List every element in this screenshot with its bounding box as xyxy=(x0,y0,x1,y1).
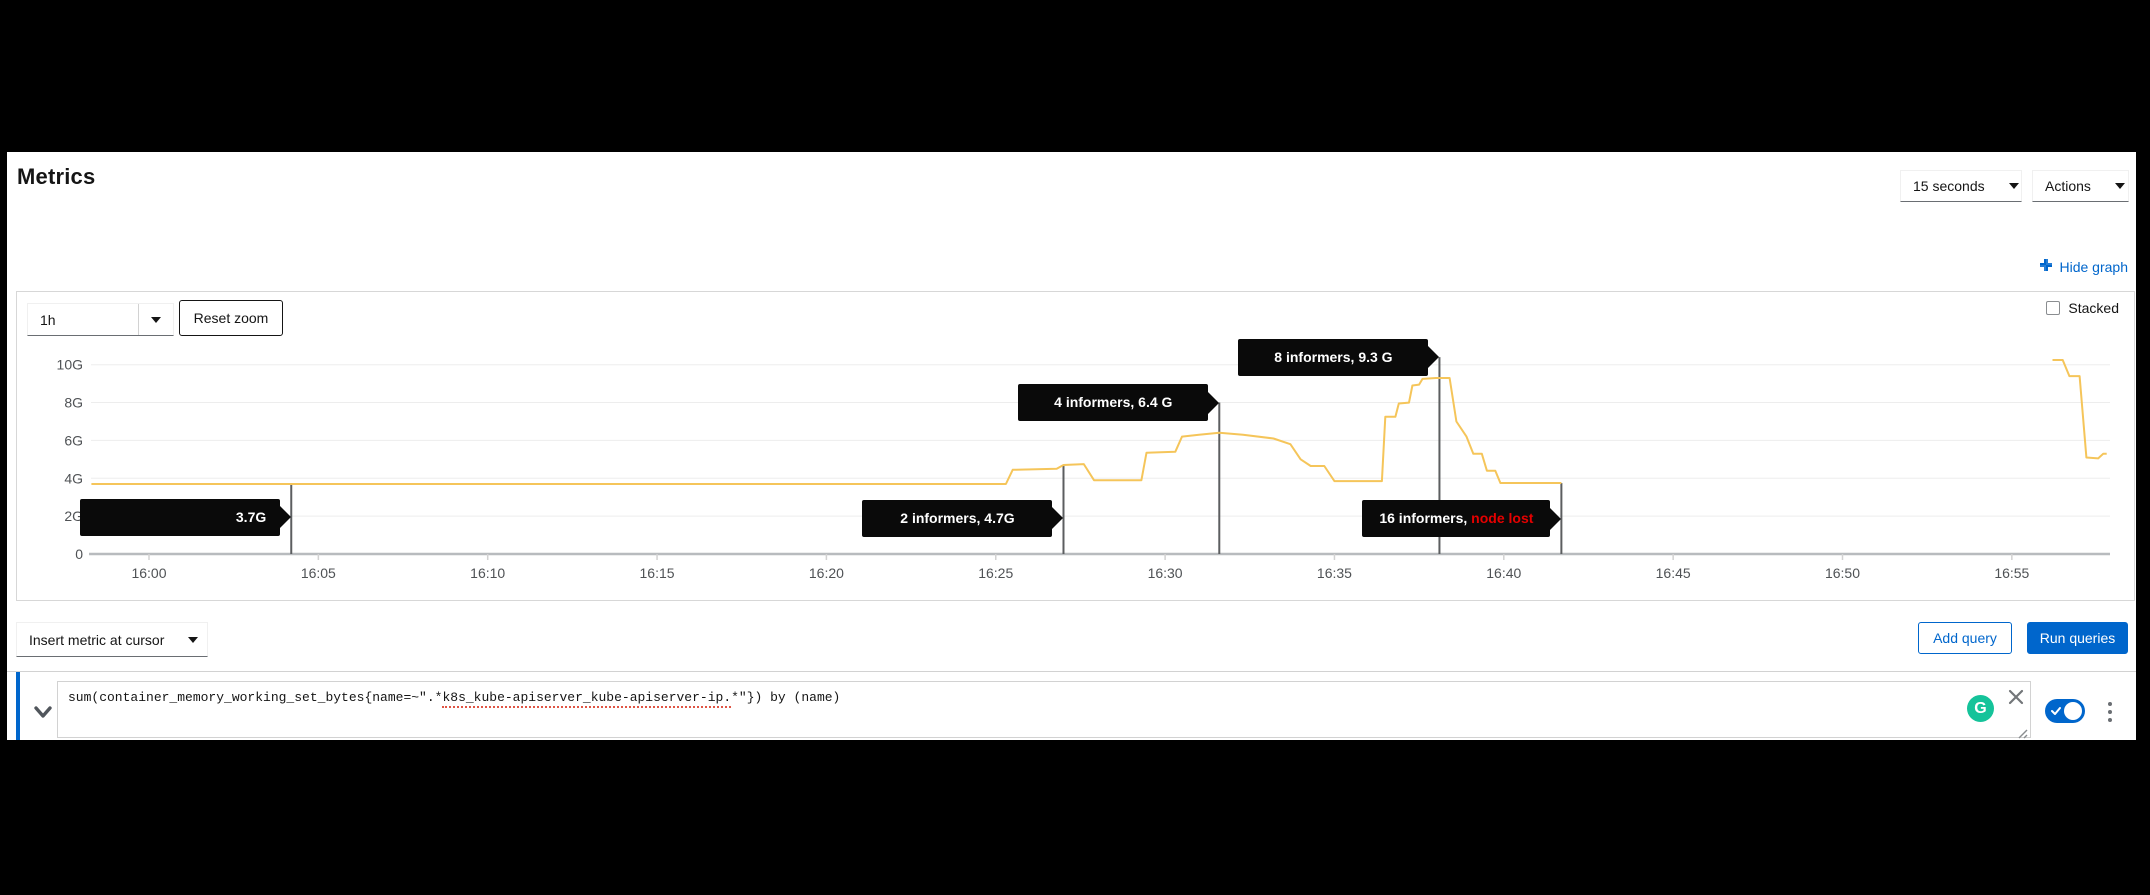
usage-chart-area: 0 2G 4G 6G 8G 10G 16:00 16:05 16:10 16:15 16:20 16:… xyxy=(17,337,2136,602)
grammarly-icon[interactable]: G xyxy=(1967,695,1994,722)
toggle-knob xyxy=(2064,702,2082,720)
hide-graph-link[interactable]: Hide graph xyxy=(2039,258,2129,275)
time-range-value: 1h xyxy=(40,311,56,328)
query-section-divider xyxy=(7,671,2136,672)
compress-icon xyxy=(2039,258,2053,275)
graph-panel: 1h Reset zoom Stacked 0 2G 4G 6G 8G 10G 16:00 1… xyxy=(16,291,2135,601)
chart-annotation-tooltip: 2 informers, 4.7G xyxy=(862,499,1064,537)
query-text-flagged: k8s_kube-apiserver_kube-apiserver-ip. xyxy=(442,690,732,708)
time-range-select[interactable]: 1h xyxy=(27,303,174,336)
chevron-down-icon xyxy=(138,304,173,335)
x-axis-tick-label: 16:55 xyxy=(1994,565,2029,581)
annotation-accent-label: node lost xyxy=(1471,510,1534,527)
tooltip-arrow xyxy=(1052,507,1064,530)
x-axis-tick-label: 16:15 xyxy=(640,565,675,581)
x-axis-tick-label: 16:05 xyxy=(301,565,336,581)
y-axis-tick-label: 6G xyxy=(64,432,83,448)
chevron-down-icon xyxy=(31,706,55,726)
x-axis-tick-label: 16:35 xyxy=(1317,565,1352,581)
kebab-menu-icon[interactable] xyxy=(2104,698,2116,726)
textarea-resize-handle[interactable] xyxy=(2017,726,2028,744)
x-axis-tick-label: 16:50 xyxy=(1825,565,1860,581)
chart-annotation-tooltip: 4 informers, 6.4 G xyxy=(1018,384,1220,422)
add-query-button[interactable]: Add query xyxy=(1918,622,2012,654)
annotation-label: 8 informers, 9.3 G xyxy=(1274,348,1393,365)
y-axis-tick-label: 4G xyxy=(64,470,83,486)
close-icon[interactable] xyxy=(2005,687,2027,709)
chevron-down-icon xyxy=(1997,183,2031,189)
query-expression-input[interactable]: sum(container_memory_working_set_bytes{n… xyxy=(57,681,2031,738)
actions-dropdown[interactable]: Actions xyxy=(2032,170,2129,202)
stacked-option: Stacked xyxy=(2046,300,2119,316)
memory-usage-line xyxy=(2052,359,2107,460)
x-axis-tick-label: 16:45 xyxy=(1656,565,1691,581)
tooltip-arrow xyxy=(1208,391,1220,414)
hide-graph-label: Hide graph xyxy=(2059,258,2129,275)
annotation-label: 16 informers, xyxy=(1379,510,1472,527)
refresh-interval-value: 15 seconds xyxy=(1913,178,1985,194)
x-axis-tick-label: 16:00 xyxy=(131,565,166,581)
y-axis-tick-label: 2G xyxy=(64,508,83,524)
x-axis-tick-label: 16:30 xyxy=(1148,565,1183,581)
run-queries-button[interactable]: Run queries xyxy=(2027,622,2128,654)
y-axis-tick-label: 0 xyxy=(75,546,83,562)
insert-metric-select[interactable]: Insert metric at cursor xyxy=(16,622,208,657)
actions-dropdown-label: Actions xyxy=(2045,178,2091,194)
insert-metric-value: Insert metric at cursor xyxy=(29,631,165,648)
page-title: Metrics xyxy=(17,164,96,189)
x-axis-tick-label: 16:20 xyxy=(809,565,844,581)
refresh-interval-select[interactable]: 15 seconds xyxy=(1900,170,2022,202)
x-axis-tick-label: 16:25 xyxy=(978,565,1013,581)
tooltip-arrow xyxy=(1550,507,1562,530)
query-expand-toggle[interactable] xyxy=(29,699,57,725)
usage-chart[interactable]: 0 2G 4G 6G 8G 10G 16:00 16:05 16:10 16:15 16:20 16:… xyxy=(17,337,2136,602)
chart-annotation-tooltip: 3.7G xyxy=(80,498,292,536)
annotation-label: 3.7G xyxy=(235,508,267,525)
x-axis-tick-label: 16:10 xyxy=(470,565,505,581)
stacked-label: Stacked xyxy=(2068,300,2119,316)
y-axis-tick-label: 8G xyxy=(64,395,83,411)
query-row-accent-bar xyxy=(16,672,20,740)
chart-annotation-tooltip: 16 informers, node lost xyxy=(1362,500,1562,538)
x-axis-tick-label: 16:40 xyxy=(1486,565,1521,581)
chevron-down-icon xyxy=(2103,183,2137,189)
chart-annotation-tooltip: 8 informers, 9.3 G xyxy=(1238,338,1440,376)
stacked-checkbox[interactable] xyxy=(2046,301,2061,315)
tooltip-arrow xyxy=(280,506,292,529)
chevron-down-icon xyxy=(176,636,210,643)
annotation-label: 4 informers, 6.4 G xyxy=(1054,394,1173,411)
check-icon xyxy=(2051,707,2061,715)
reset-zoom-button[interactable]: Reset zoom xyxy=(179,300,283,336)
query-enabled-toggle[interactable] xyxy=(2045,699,2085,723)
tooltip-arrow xyxy=(1428,346,1440,369)
annotation-label: 2 informers, 4.7G xyxy=(900,509,1015,526)
metrics-page-card: Metrics 15 seconds Actions Hide graph xyxy=(7,152,2136,740)
query-text-before: sum(container_memory_working_set_bytes{n… xyxy=(68,690,443,705)
y-axis-tick-label: 10G xyxy=(57,357,83,373)
memory-usage-line xyxy=(91,377,1562,485)
query-text-after: *"}) by (name) xyxy=(731,690,841,705)
